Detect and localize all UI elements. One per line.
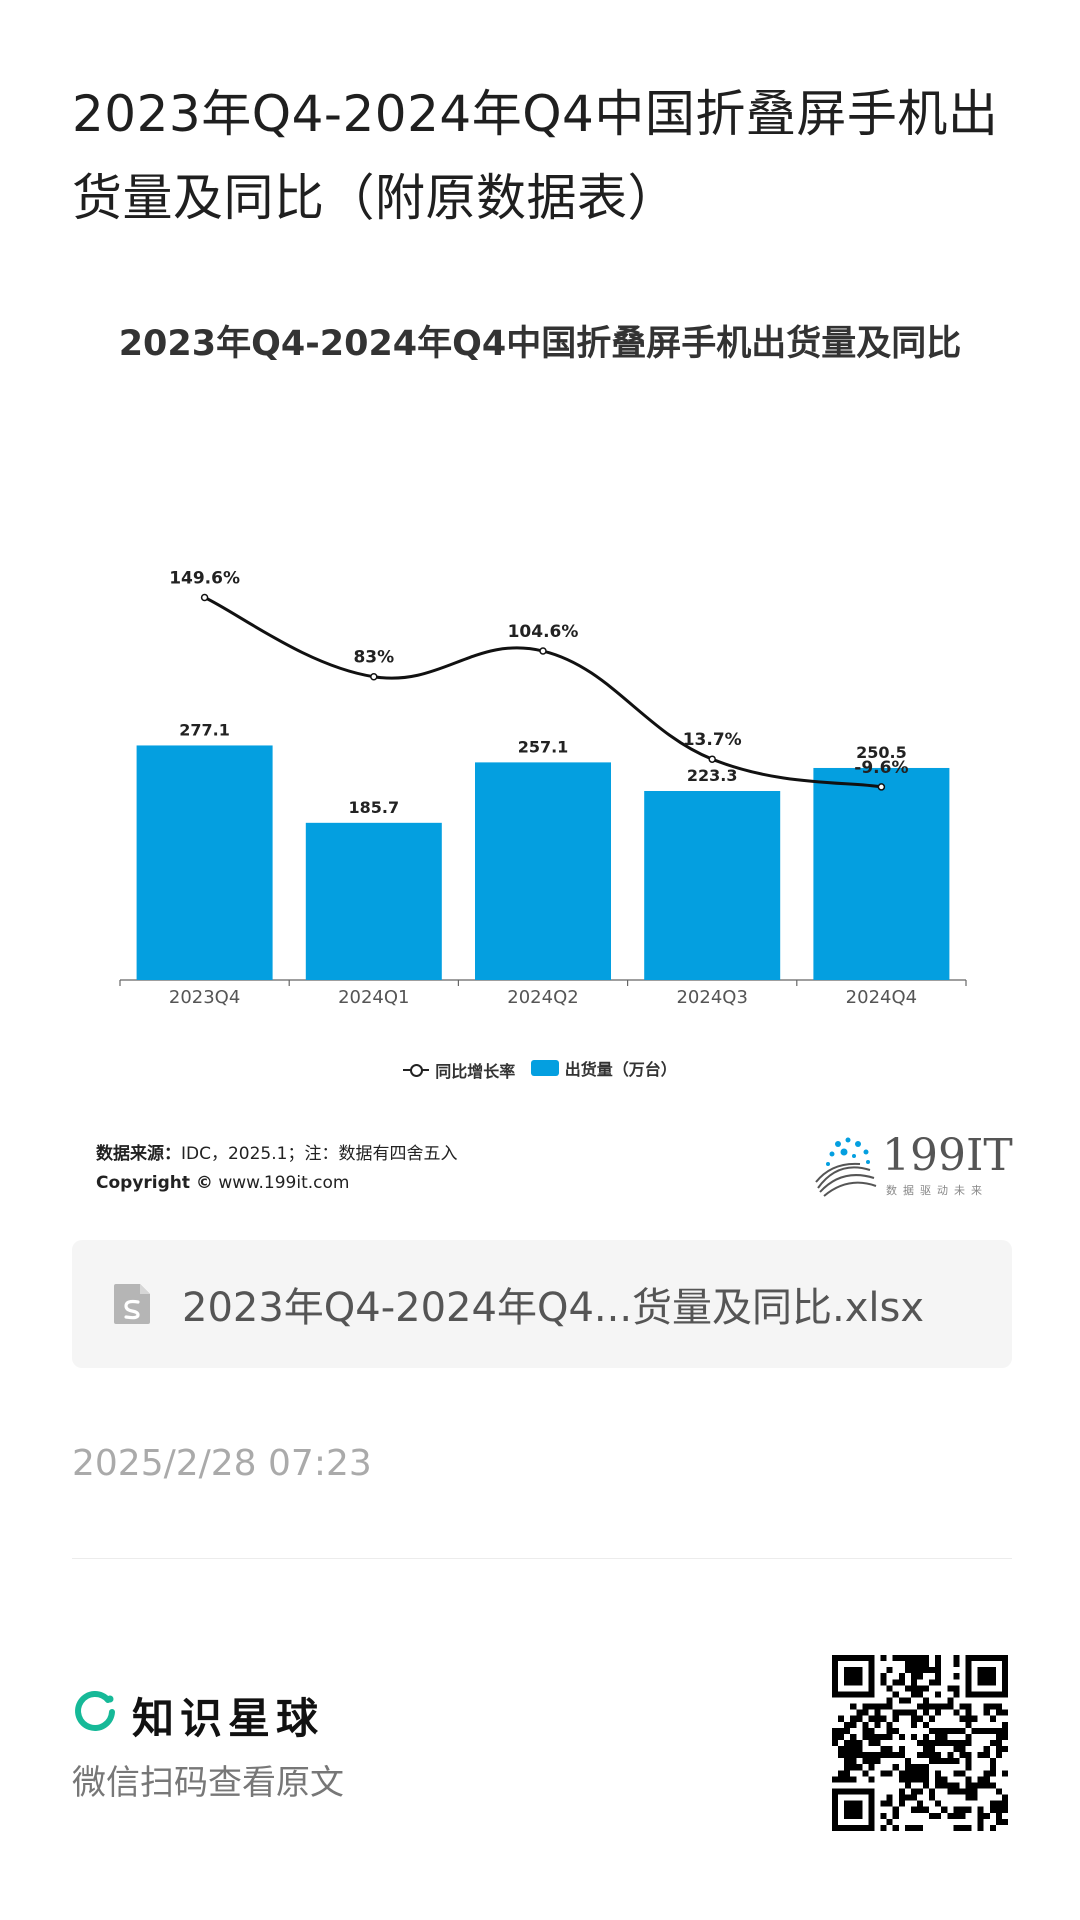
attachment-card[interactable]: 2023年Q4-2024年Q4...货量及同比.xlsx — [72, 1240, 1012, 1368]
growth-value-label: 83% — [353, 648, 394, 668]
brand-name: 199IT — [882, 1130, 1013, 1181]
growth-value-label: 149.6% — [169, 568, 240, 588]
x-tick-label: 2024Q2 — [507, 987, 578, 1008]
x-tick-label: 2024Q4 — [846, 987, 917, 1008]
brand-tagline: 数据驱动未来 — [886, 1184, 988, 1197]
spreadsheet-file-icon — [114, 1284, 150, 1324]
scan-hint: 微信扫码查看原文 — [72, 1763, 344, 1803]
source-text: IDC，2025.1；注：数据有四舍五入 — [181, 1144, 458, 1164]
source-label: 数据来源： — [96, 1144, 181, 1164]
legend-label-shipments: 出货量（万台） — [564, 1060, 677, 1079]
zsxq-logo-icon — [75, 1691, 115, 1731]
legend-label-growth: 同比增长率 — [435, 1062, 516, 1081]
copyright-label: Copyright © — [96, 1173, 213, 1193]
attachment-filename: 2023年Q4-2024年Q4...货量及同比.xlsx — [182, 1285, 925, 1331]
chart-legend: 同比增长率 出货量（万台） — [0, 1056, 1080, 1082]
bar-shipments — [475, 762, 611, 980]
x-tick-label: 2024Q1 — [338, 987, 409, 1008]
growth-point — [539, 647, 547, 655]
growth-point — [708, 755, 716, 763]
divider — [72, 1558, 1012, 1559]
x-tick-label: 2023Q4 — [169, 987, 240, 1008]
post-timestamp: 2025/2/28 07:23 — [72, 1443, 372, 1484]
line-marker-icon — [403, 1064, 430, 1077]
copyright-site: www.199it.com — [218, 1173, 350, 1193]
growth-point — [200, 593, 209, 602]
x-tick-label: 2024Q3 — [676, 987, 747, 1008]
chart-card: 277.1 2023Q4 185.7 2024Q1 257.1 2024Q2 223.3 20… — [0, 300, 1080, 1200]
chart-title: 2023年Q4-2024年Q4中国折叠屏手机出货量及同比 — [118, 324, 962, 364]
page-title: 2023年Q4-2024年Q4中国折叠屏手机出货量及同比（附原数据表） — [72, 84, 999, 227]
source-block: 数据来源：IDC，2025.1；注：数据有四舍五入 Copyright © ww… — [96, 1140, 457, 1198]
bar-value-label: 277.1 — [179, 720, 230, 739]
bar-shipments — [644, 790, 781, 980]
bar-swatch-icon — [530, 1060, 559, 1076]
growth-point — [877, 783, 886, 791]
bar-value-label: 223.3 — [687, 766, 738, 785]
bar-value-label: 250.5 — [856, 743, 907, 762]
bar-shipments — [813, 767, 950, 980]
bar-value-label: 185.7 — [348, 798, 399, 817]
growth-value-label: 13.7% — [683, 730, 742, 750]
chart-canvas: 277.1 2023Q4 185.7 2024Q1 257.1 2024Q2 223.3 20… — [119, 568, 967, 1008]
growth-value-label: -9.6% — [854, 758, 908, 778]
qr-code-icon[interactable] — [832, 1655, 1008, 1831]
app-name: 知识星球 — [132, 1694, 325, 1743]
bar-shipments — [305, 822, 442, 980]
legend-item-shipments[interactable]: 出货量（万台） — [530, 1056, 677, 1080]
bar-value-label: 257.1 — [518, 737, 569, 756]
growth-point — [370, 672, 378, 681]
legend-item-growth[interactable]: 同比增长率 — [403, 1058, 515, 1082]
growth-value-label: 104.6% — [508, 622, 579, 642]
dots-logo-icon — [815, 1137, 877, 1197]
bar-shipments — [136, 745, 273, 980]
